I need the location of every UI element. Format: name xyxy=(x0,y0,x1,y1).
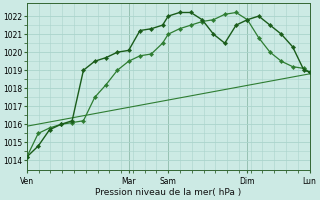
X-axis label: Pression niveau de la mer( hPa ): Pression niveau de la mer( hPa ) xyxy=(95,188,241,197)
